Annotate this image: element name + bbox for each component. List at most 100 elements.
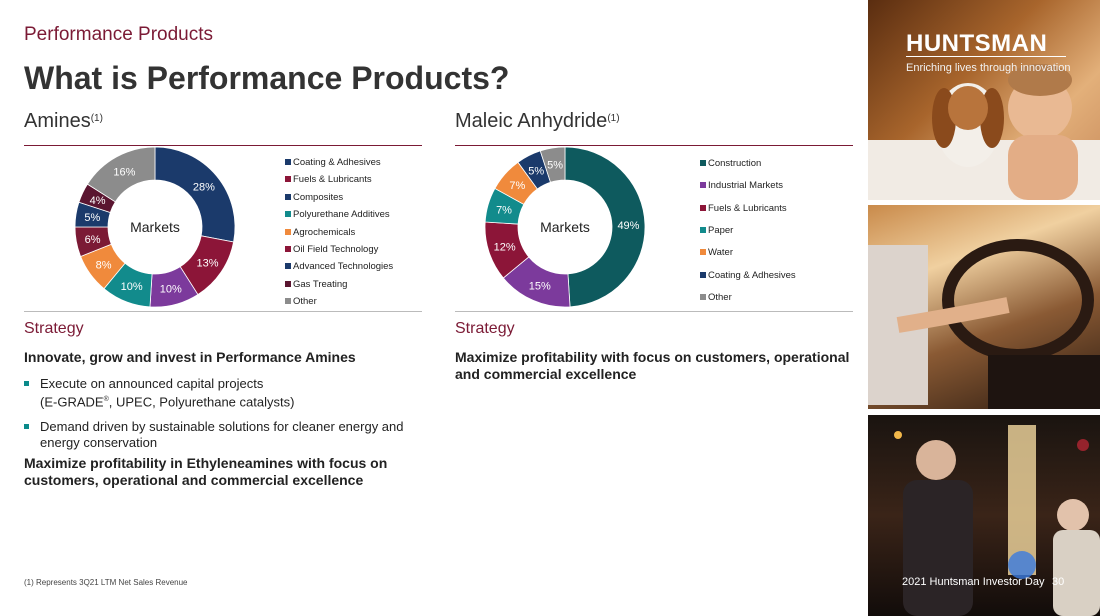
legend-item: Other — [700, 292, 732, 303]
maleic-footnote-ref: (1) — [607, 113, 620, 124]
legend-swatch — [285, 280, 291, 287]
legend-swatch — [285, 263, 291, 270]
legend-swatch — [285, 246, 291, 252]
slice-label: 28% — [193, 182, 215, 194]
strategy-left-lead: Innovate, grow and invest in Performance… — [24, 349, 356, 365]
maleic-bottom-divider — [455, 311, 853, 312]
photo-car-driver — [868, 205, 1100, 409]
slice-label: 5% — [528, 165, 544, 177]
maleic-divider — [455, 145, 853, 146]
slice-label: 7% — [496, 204, 512, 216]
slice-label: 8% — [96, 259, 112, 271]
legend-item: Coating & Adhesives — [700, 270, 796, 281]
legend-swatch — [285, 176, 291, 183]
legend-label: Paper — [708, 224, 734, 236]
legend-item: Water — [700, 247, 733, 258]
legend-label: Agrochemicals — [293, 226, 356, 238]
legend-swatch — [700, 160, 706, 166]
bullet-line: Execute on announced capital projects — [40, 376, 264, 391]
bullet-line: (E-GRADE®, UPEC, Polyurethane catalysts) — [40, 394, 295, 410]
legend-label: Coating & Adhesives — [708, 269, 796, 281]
bullet-marker — [24, 424, 29, 430]
legend-item: Composites — [285, 192, 343, 203]
amines-heading: Amines(1) — [24, 110, 103, 133]
amines-heading-text: Amines — [24, 110, 91, 132]
slice-label: 5% — [547, 159, 563, 171]
footnote: (1) Represents 3Q21 LTM Net Sales Revenu… — [24, 578, 188, 587]
bullet-marker — [24, 381, 29, 386]
slice-label: 10% — [160, 284, 182, 296]
legend-item: Fuels & Lubricants — [285, 174, 372, 185]
maleic-donut-chart: 49%15%12%7%7%5%5%Markets — [484, 146, 646, 308]
legend-label: Construction — [708, 158, 762, 169]
maleic-heading: Maleic Anhydride(1) — [455, 110, 620, 133]
slice-label: 49% — [617, 220, 639, 232]
slice-label: 7% — [509, 180, 525, 192]
legend-swatch — [285, 211, 291, 218]
page-number: 30 — [1052, 576, 1065, 588]
legend-item: Oil Field Technology — [285, 244, 378, 255]
donut-slice — [564, 146, 646, 308]
strategy-left-bullets: Execute on announced capital projects (E… — [24, 376, 424, 460]
legend-swatch — [285, 193, 291, 200]
amines-bottom-divider — [24, 311, 422, 312]
slice-label: 6% — [85, 234, 101, 246]
maleic-legend: Construction Industrial Markets Fuels & Lu… — [700, 158, 850, 313]
legend-label: Oil Field Technology — [293, 244, 379, 255]
legend-label: Fuels & Lubricants — [293, 174, 372, 186]
legend-item: Polyurethane Additives — [285, 209, 390, 220]
slice-label: 16% — [113, 166, 135, 178]
legend-label: Advanced Technologies — [293, 261, 394, 273]
strategy-right-heading: Strategy — [455, 320, 515, 337]
legend-label: Industrial Markets — [708, 180, 783, 192]
bullet-item: Execute on announced capital projects (E… — [24, 376, 424, 410]
legend-swatch — [700, 249, 706, 256]
brand-tagline: Enriching lives through innovation — [906, 62, 1071, 74]
amines-footnote-ref: (1) — [90, 113, 103, 124]
photo-heater-family: 2021 Huntsman Investor Day 30 — [868, 415, 1100, 616]
legend-label: Water — [708, 247, 733, 259]
legend-label: Other — [708, 291, 732, 303]
page-title: What is Performance Products? — [24, 60, 510, 96]
huntsman-logo: HUNTSMAN — [906, 30, 1048, 57]
legend-swatch — [285, 298, 291, 305]
legend-label: Fuels & Lubricants — [708, 202, 787, 214]
logo-underline — [906, 56, 1066, 57]
slice-label: 13% — [197, 258, 219, 270]
legend-item: Construction — [700, 158, 761, 169]
section-label: Performance Products — [24, 24, 214, 45]
bullet-line: energy conservation — [40, 435, 158, 451]
donut-slice — [86, 146, 156, 203]
legend-swatch — [700, 182, 706, 189]
donut-center-label: Markets — [540, 219, 590, 235]
legend-swatch — [700, 226, 706, 233]
legend-swatch — [700, 204, 706, 211]
slice-label: 12% — [494, 242, 516, 254]
legend-item: Coating & Adhesives — [285, 157, 381, 168]
strategy-left-heading: Strategy — [24, 320, 84, 337]
photo-dog-child: HUNTSMAN Enriching lives through innovat… — [868, 0, 1100, 200]
slice-label: 10% — [121, 281, 143, 293]
legend-label: Polyurethane Additives — [293, 209, 390, 221]
legend-item: Advanced Technologies — [285, 261, 393, 272]
legend-item: Gas Treating — [285, 279, 347, 290]
legend-item: Agrochemicals — [285, 227, 355, 238]
legend-item: Fuels & Lubricants — [700, 203, 787, 214]
slice-label: 5% — [84, 212, 100, 224]
slice-label: 15% — [529, 280, 551, 292]
amines-donut-chart: 28% 13% 10% 10% 8% 6% 5% 4% 16% Markets — [74, 146, 236, 308]
amines-legend: Coating & Adhesives Fuels & Lubricants Com… — [285, 157, 425, 312]
event-label: 2021 Huntsman Investor Day — [902, 576, 1045, 588]
legend-item: Paper — [700, 225, 733, 236]
photo-panel: HUNTSMAN Enriching lives through innovat… — [868, 0, 1100, 616]
bullet-item: Demand driven by sustainable solutions f… — [24, 419, 424, 451]
amines-divider — [24, 145, 422, 146]
strategy-left-closing: Maximize profitability in Ethyleneamines… — [24, 455, 388, 488]
legend-swatch — [285, 159, 291, 165]
legend-item: Industrial Markets — [700, 180, 783, 191]
legend-label: Other — [293, 296, 317, 308]
legend-item: Other — [285, 296, 317, 307]
strategy-right-lead: Maximize profitability with focus on cus… — [455, 349, 850, 382]
maleic-heading-text: Maleic Anhydride — [455, 110, 608, 132]
legend-swatch — [700, 293, 706, 300]
